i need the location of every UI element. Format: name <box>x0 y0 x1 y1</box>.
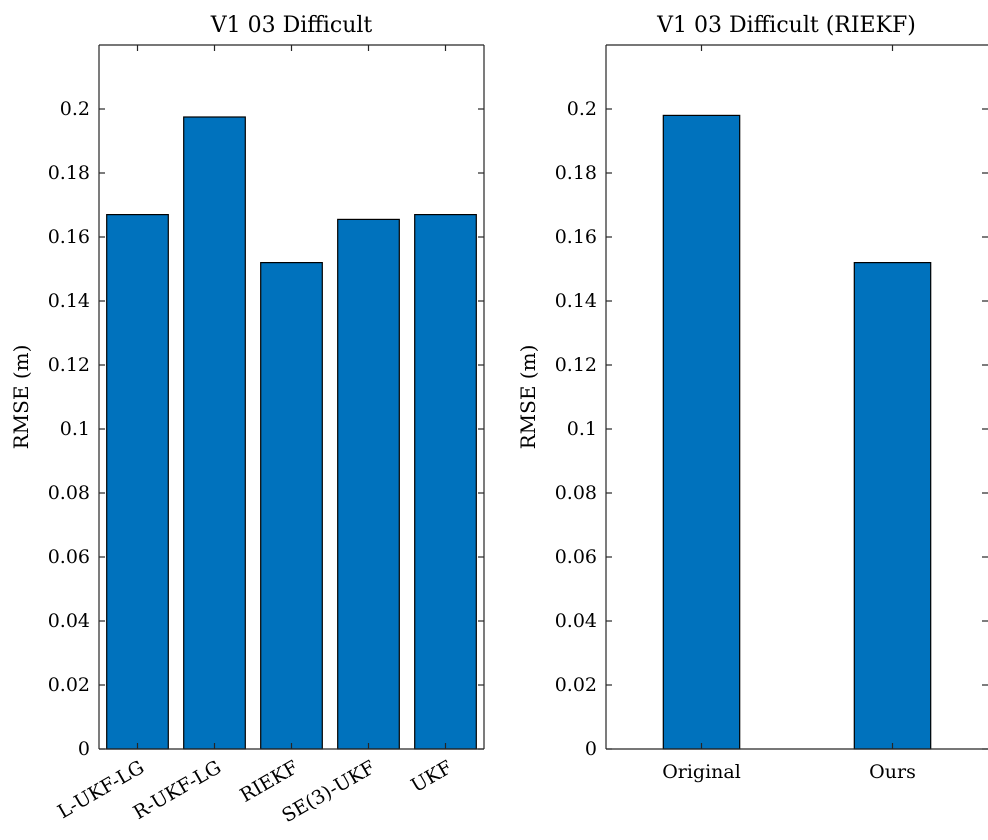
axes-box <box>605 44 988 750</box>
y-tick-label: 0.08 <box>48 482 90 504</box>
y-tick-label: 0.02 <box>555 674 597 696</box>
bar-original <box>662 114 741 750</box>
chart-left: 00.020.040.060.080.10.120.140.160.180.2L… <box>9 13 485 827</box>
bar-l-ukf-lg <box>106 214 169 750</box>
x-tick-label: Ours <box>869 761 916 783</box>
bar-ours <box>853 262 932 750</box>
bar-se-3-ukf <box>337 218 400 750</box>
bar-r-ukf-lg <box>183 116 246 750</box>
y-tick-label: 0 <box>585 738 597 760</box>
y-axis-label: RMSE (m) <box>516 345 540 450</box>
y-tick-label: 0.18 <box>48 162 90 184</box>
y-tick-label: 0.1 <box>60 418 90 440</box>
y-tick-label: 0.16 <box>555 226 597 248</box>
bar-riekf <box>260 262 323 750</box>
y-axis-label: RMSE (m) <box>9 345 33 450</box>
y-tick-label: 0.12 <box>555 354 597 376</box>
x-tick-label: R-UKF-LG <box>130 756 225 824</box>
y-tick-label: 0.18 <box>555 162 597 184</box>
y-tick-label: 0.08 <box>555 482 597 504</box>
chart-title: V1 03 Difficult <box>210 13 373 38</box>
y-tick-label: 0.06 <box>555 546 597 568</box>
x-tick-label: Original <box>662 761 741 783</box>
y-tick-label: 0 <box>78 738 90 760</box>
y-tick-label: 0.02 <box>48 674 90 696</box>
y-tick-label: 0.14 <box>555 290 597 312</box>
y-tick-label: 0.14 <box>48 290 90 312</box>
y-tick-label: 0.16 <box>48 226 90 248</box>
y-tick-label: 0.2 <box>567 98 597 120</box>
y-tick-label: 0.2 <box>60 98 90 120</box>
bar-ukf <box>414 214 477 750</box>
y-tick-label: 0.1 <box>567 418 597 440</box>
x-tick-label: UKF <box>407 756 456 797</box>
chart-title: V1 03 Difficult (RIEKF) <box>656 13 916 38</box>
y-tick-label: 0.04 <box>48 610 90 632</box>
y-tick-label: 0.12 <box>48 354 90 376</box>
chart-right: 0 0.02 0.04 0.06 0.08 0.1 0.12 0.14 0.16 0.18 0.2 O… <box>516 13 988 783</box>
y-tick-label: 0.06 <box>48 546 90 568</box>
y-tick-label: 0.04 <box>555 610 597 632</box>
